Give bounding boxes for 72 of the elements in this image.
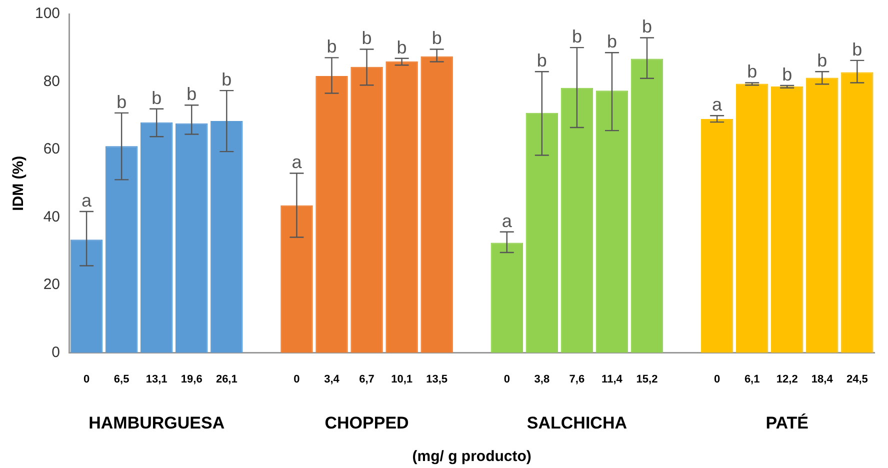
bar [210, 121, 243, 353]
x-tick-label: 0 [83, 373, 90, 386]
x-tick-label: 6,5 [114, 373, 130, 386]
data-label: b [747, 62, 758, 82]
bar [176, 123, 208, 353]
x-tick-label: 13,5 [426, 373, 448, 386]
data-label: a [82, 190, 93, 210]
y-tick-label: 80 [43, 72, 60, 90]
text: PATÉ [766, 412, 809, 433]
text: SALCHICHA [526, 414, 627, 433]
bar [841, 72, 874, 353]
text: CHOPPED [324, 414, 409, 433]
data-label: b [152, 88, 162, 108]
data-label: b [222, 70, 232, 90]
bar [386, 61, 418, 353]
data-label: b [432, 28, 442, 48]
data-label: b [852, 39, 862, 60]
data-label: b [817, 50, 828, 71]
y-tick-label: 60 [43, 140, 60, 158]
y-tick-label: 40 [43, 208, 60, 226]
x-tick-label: 10,1 [391, 373, 413, 386]
x-tick-label: 7,6 [569, 373, 585, 386]
bar [526, 112, 558, 353]
x-tick-label: 0 [294, 373, 300, 386]
bar [140, 122, 173, 353]
data-label: b [536, 50, 547, 71]
x-tick-label: 19,6 [180, 373, 202, 386]
bar [490, 242, 523, 353]
text: HAMBURGUESA [88, 414, 225, 433]
data-label: a [712, 94, 724, 115]
data-label: b [606, 32, 617, 52]
bar [316, 76, 348, 353]
y-tick-label: 100 [34, 5, 60, 22]
bar [560, 88, 594, 353]
x-tick-label: 3,4 [324, 373, 340, 386]
x-tick-label: 0 [714, 373, 720, 386]
data-label: b [396, 37, 407, 58]
bar [350, 66, 383, 353]
y-tick-label: 20 [43, 276, 60, 294]
y-tick-label: 0 [52, 344, 60, 361]
data-label: b [642, 16, 652, 37]
data-label: a [292, 152, 303, 172]
x-tick-label: 6,1 [744, 373, 760, 386]
bar [770, 86, 804, 353]
bar [700, 119, 734, 353]
bar [596, 90, 628, 353]
bar [70, 240, 103, 353]
x-tick-label: 11,4 [602, 373, 624, 386]
data-label: b [572, 26, 582, 47]
bar [420, 56, 453, 353]
bar [630, 58, 664, 353]
data-label: b [186, 84, 197, 104]
y-axis-title: IDM (%) [10, 156, 28, 211]
x-tick-label: 0 [504, 373, 510, 386]
x-tick-label: 13,1 [146, 373, 168, 386]
x-tick-label: 24,5 [846, 373, 868, 386]
data-label: b [326, 36, 337, 57]
x-tick-label: 12,2 [776, 373, 798, 386]
data-label: a [502, 210, 513, 231]
bar [280, 205, 313, 353]
x-tick-label: 26,1 [216, 373, 238, 386]
x-axis-title: (mg/ g producto) [412, 448, 532, 466]
x-tick-label: 6,7 [359, 373, 374, 386]
bar [736, 84, 768, 353]
x-tick-label: 18,4 [811, 373, 834, 386]
x-tick-label: 3,8 [534, 373, 550, 386]
data-label: b [116, 92, 127, 112]
data-label: b [362, 28, 372, 48]
x-tick-label: 15,2 [636, 373, 658, 386]
bar [806, 78, 838, 353]
bar [105, 146, 138, 353]
data-label: b [782, 64, 792, 84]
